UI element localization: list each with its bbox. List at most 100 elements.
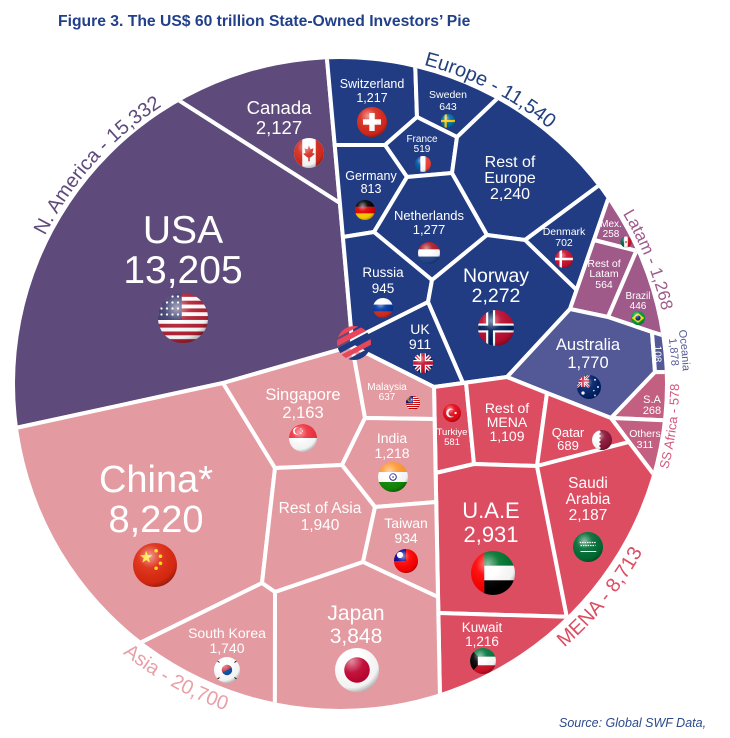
cell-south-africa-name: S.A [643,394,661,406]
flag-south-korea-icon [214,657,240,683]
cell-sweden-value: 643 [439,101,457,113]
cell-ss-africa-others-value: 311 [637,439,654,451]
cell-south-korea-value: 1,740 [209,640,244,656]
cell-uae-name: U.A.E [462,498,519,523]
flag-russia-icon [373,298,393,318]
flag-netherlands-icon [418,242,440,265]
cell-saudi-arabia-value: 2,187 [569,507,608,524]
cell-singapore-value: 2,163 [282,404,323,422]
cell-norway-value: 2,272 [472,285,521,307]
flag-switzerland-icon [357,107,387,137]
cell-germany-value: 813 [361,182,382,196]
cell-rest-of-mena-name: MENA [487,414,528,430]
cell-malaysia-name: Malaysia [367,382,407,393]
cell-denmark-value: 702 [555,237,573,249]
cell-canada-value: 2,127 [256,117,302,138]
cell-brazil-value: 446 [630,301,647,312]
cell-france-value: 519 [414,144,431,155]
flag-malaysia-icon [406,396,420,410]
cell-rest-of-latam-value: 564 [595,279,613,291]
cell-japan-name: Japan [327,602,384,625]
pie-cell-south-africa [609,368,665,428]
cell-brazil-name: Brazil [625,291,650,302]
cell-russia-name: Russia [362,265,404,280]
cell-norway-name: Norway [463,265,529,287]
cell-rest-of-mena-name: Rest of [485,400,529,416]
cell-south-korea-name: South Korea [188,625,266,641]
cell-japan-value: 3,848 [330,625,383,648]
flag-germany-icon [355,200,375,220]
region-label-text: Oceania [676,329,692,372]
cell-south-africa-value: 268 [643,405,661,417]
flag-canada-icon [294,138,324,168]
flag-denmark-icon [555,250,573,268]
cell-mexico-value: 258 [603,229,620,240]
cell-ss-africa-others-name: Others [629,428,661,440]
flag-norway-icon [478,310,514,346]
cell-australia-value: 1,770 [567,354,608,372]
cell-uae-value: 2,931 [463,522,518,547]
flag-usa-icon [158,293,208,343]
cell-rest-of-europe-value: 2,240 [490,186,530,203]
cell-sweden-name: Sweden [429,89,467,101]
cell-denmark-name: Denmark [543,226,586,238]
cell-usa-value: 13,205 [123,249,242,292]
cell-rest-of-latam-name: Rest of [587,258,620,270]
cell-kuwait-value: 1,216 [465,634,499,649]
cell-uk-value: 911 [409,336,432,352]
source-note: Source: Global SWF Data, [559,716,707,730]
cell-rest-of-europe-name: Rest of [485,154,536,171]
cell-malaysia-value: 637 [379,392,396,403]
cell-china-value: 8,220 [108,499,203,541]
region-label-oceania: Oceania [676,329,692,372]
flag-china-icon [133,543,177,587]
cell-china-name: China* [99,459,213,501]
flag-taiwan-icon [394,549,418,573]
flag-australia-icon [576,374,601,399]
flag-qatar-icon [592,430,612,450]
cell-qatar-name: Qatar [552,425,585,440]
flag-saudi-arabia-icon [573,532,603,562]
flag-brazil-icon [631,311,645,325]
cell-switzerland-name: Switzerland [340,77,405,91]
cell-singapore-name: Singapore [265,386,340,404]
cell-australia-name: Australia [556,336,621,354]
region-label-text: 1,878 [666,338,681,367]
cell-germany-name: Germany [345,169,397,183]
cell-canada-name: Canada [247,97,313,118]
flag-kuwait-icon [470,648,496,674]
region-label-oceania-value: 1,878 [666,338,681,367]
cell-kuwait-name: Kuwait [462,620,503,635]
cell-rest-of-europe-name: Europe [484,170,536,187]
cell-switzerland-value: 1,217 [356,91,387,105]
cell-india-name: India [377,430,408,446]
flag-singapore-icon [289,424,317,452]
figure-title: Figure 3. The US$ 60 trillion State-Owne… [58,13,471,30]
cell-saudi-arabia-name: Arabia [566,491,611,508]
flag-uae-icon [471,551,515,596]
flag-sweden-icon [441,114,455,128]
flag-icons [133,107,645,692]
cell-france-name: France [406,134,438,145]
cell-rest-of-asia-name: Rest of Asia [279,500,362,517]
cell-mexico-name: Mex. [600,219,622,230]
flag-mexico-icon [620,236,632,248]
flag-uk-icon [413,353,433,373]
cell-russia-value: 945 [372,281,395,296]
cell-oceania-other-value: 108 [652,346,663,363]
flag-france-icon [415,156,432,172]
cell-rest-of-asia-value: 1,940 [301,517,340,534]
cell-usa-name: USA [143,209,223,252]
cell-saudi-arabia-name: Saudi [568,475,608,492]
cell-taiwan-value: 934 [394,530,418,546]
flag-india-icon [378,462,408,492]
cell-netherlands-value: 1,277 [413,222,446,237]
cell-india-value: 1,218 [374,445,409,461]
cell-rest-of-latam-name: Latam [589,268,618,280]
cell-rest-of-mena-value: 1,109 [489,428,524,444]
cell-turkiye-value: 581 [444,437,460,448]
cell-netherlands-name: Netherlands [394,208,465,223]
cell-taiwan-name: Taiwan [384,515,428,531]
